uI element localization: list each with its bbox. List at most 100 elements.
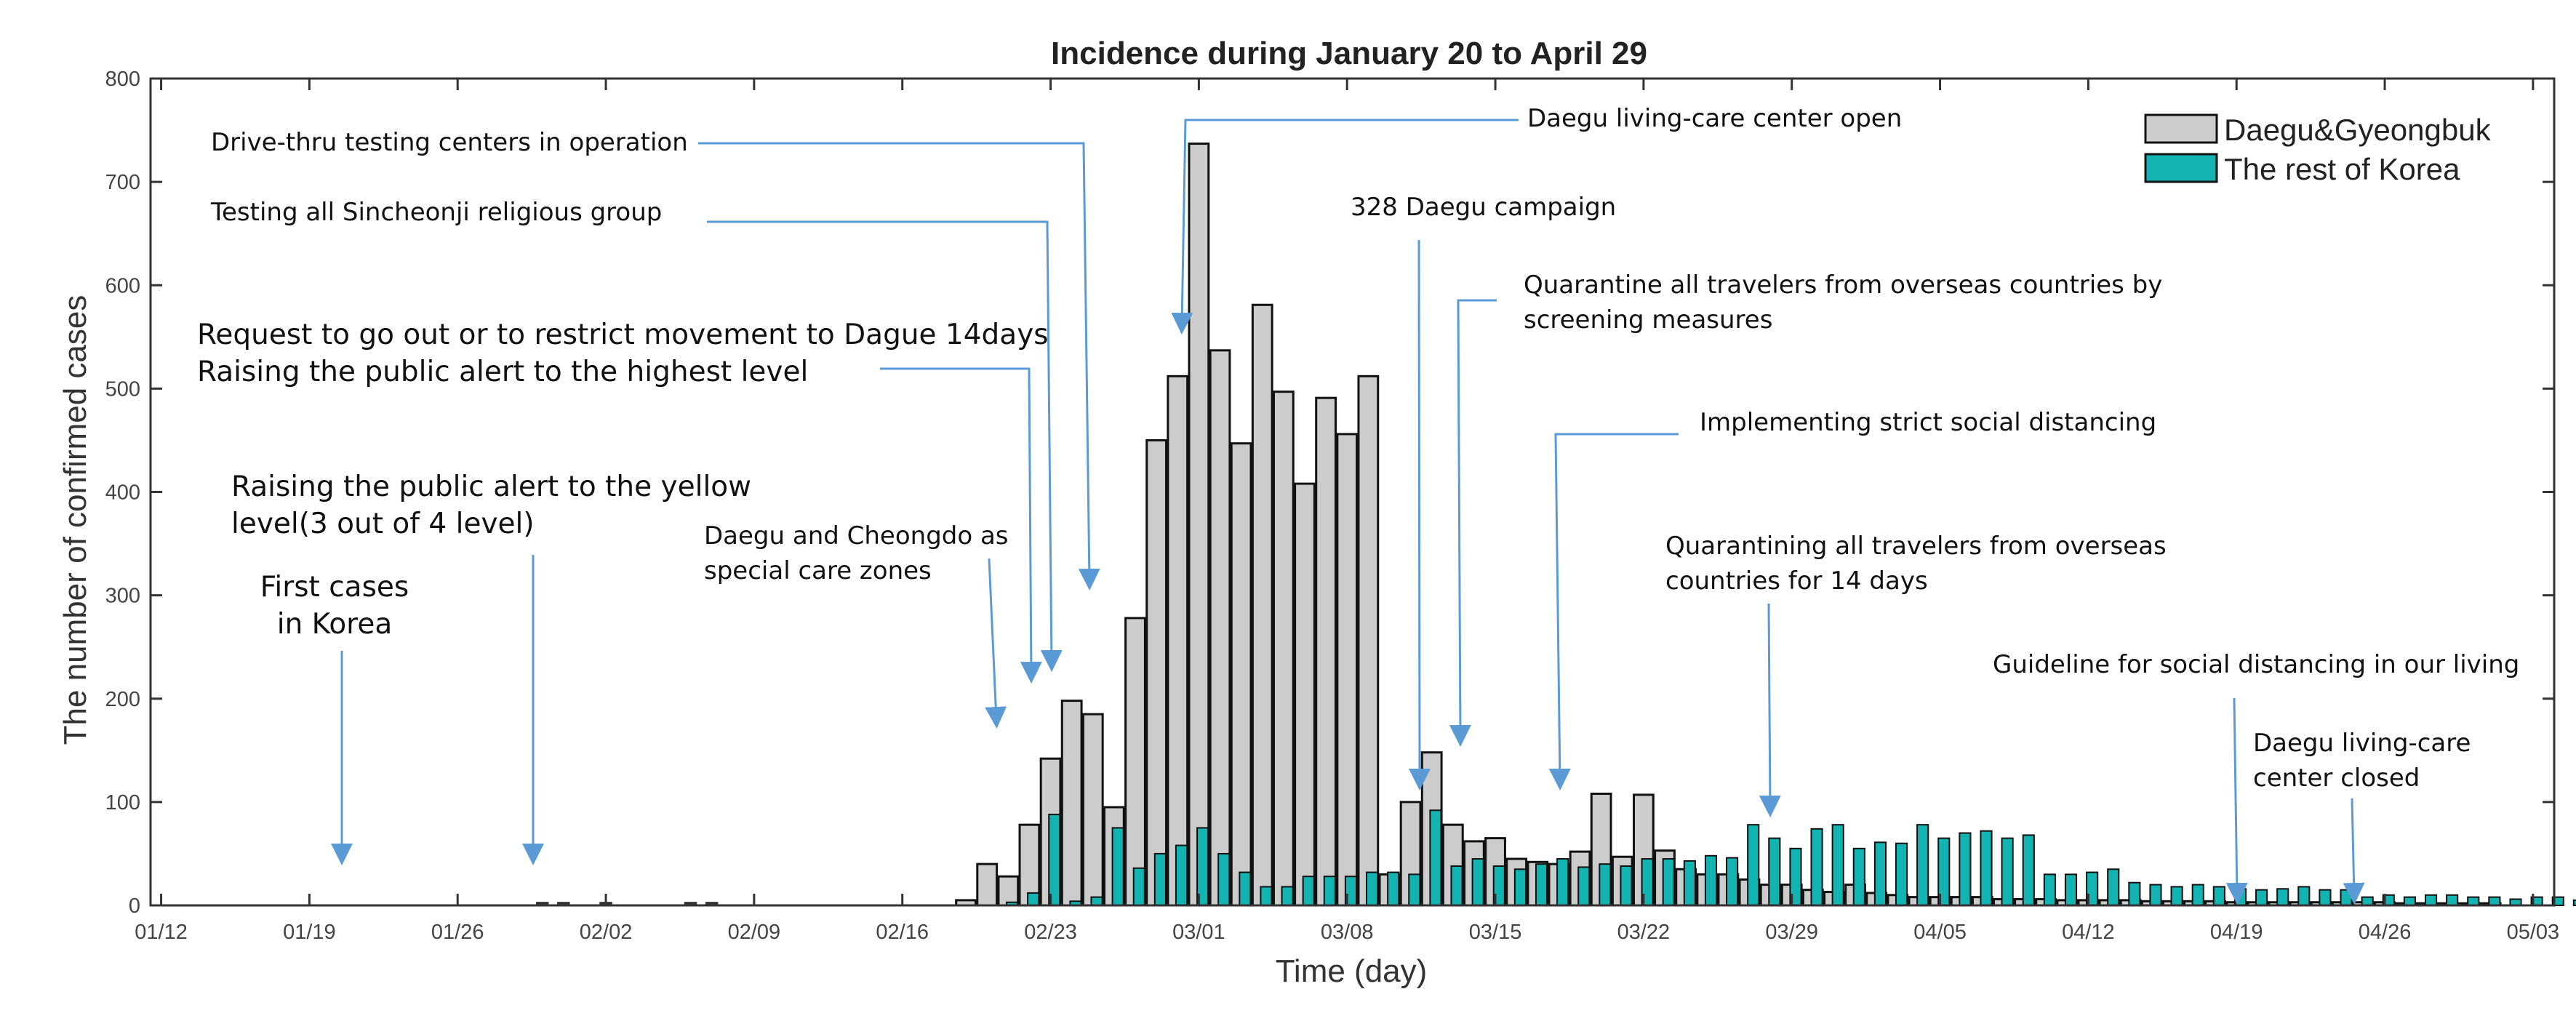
bar-rest-of-korea — [1471, 858, 1484, 906]
annotation-arrow — [1759, 603, 1781, 817]
annotation: Daegu living-care center open — [1171, 104, 1902, 335]
bar-rest-of-korea — [1217, 852, 1231, 906]
bar-rest-of-korea — [2128, 881, 2141, 907]
annotation-text: 328 Daegu campaign — [1351, 193, 1616, 222]
y-tick-label: 600 — [105, 274, 140, 297]
annotation-arrow — [880, 367, 1042, 684]
bar-rest-of-korea — [1260, 886, 1273, 906]
bar-rest-of-korea — [1895, 842, 1908, 906]
bar-daegu-gyeongbuk — [1272, 391, 1295, 907]
bar-rest-of-korea — [1768, 837, 1781, 907]
bar-rest-of-korea — [1429, 809, 1442, 906]
bar-rest-of-korea — [1620, 865, 1633, 907]
annotation-text: center closed — [2253, 764, 2420, 793]
bar-rest-of-korea — [1704, 854, 1718, 907]
bar-daegu-gyeongbuk — [1294, 482, 1316, 907]
bar-rest-of-korea — [1048, 813, 1061, 907]
chart-title: Incidence during January 20 to April 29 — [1051, 36, 1647, 71]
bar-rest-of-korea — [1132, 867, 1145, 906]
annotation: 328 Daegu campaign — [1351, 193, 1616, 790]
annotation-arrow — [2343, 798, 2365, 905]
bar-rest-of-korea — [1873, 841, 1887, 906]
bar-rest-of-korea — [1916, 824, 1929, 906]
bar-rest-of-korea — [2043, 873, 2056, 907]
bar-early-case — [557, 902, 570, 905]
annotation-text: First cases — [260, 571, 409, 604]
bar-daegu-gyeongbuk — [1251, 303, 1273, 907]
bar-rest-of-korea — [2107, 868, 2120, 906]
bar-rest-of-korea — [1810, 828, 1823, 907]
annotation: Guideline for social distancing in our l… — [1993, 650, 2519, 905]
annotation: Daegu living-care center closed — [2253, 729, 2471, 905]
bar-rest-of-korea — [1959, 832, 1972, 906]
x-tick-label: 01/26 — [431, 921, 484, 944]
x-tick-label: 01/12 — [135, 921, 188, 944]
annotation: Quarantine all travelers from overseas c… — [1449, 271, 2162, 747]
bar-rest-of-korea — [2446, 894, 2459, 906]
annotation-arrow — [1449, 299, 1497, 747]
annotation-text: screening measures — [1524, 305, 1772, 335]
bar-rest-of-korea — [2297, 886, 2311, 906]
annotation-text: level(3 out of 4 level) — [231, 508, 535, 540]
bar-daegu-gyeongbuk — [1230, 442, 1252, 907]
bar-daegu-gyeongbuk — [997, 875, 1020, 907]
bar-daegu-gyeongbuk — [1357, 375, 1380, 907]
annotation-text: special care zones — [704, 556, 932, 585]
bar-rest-of-korea — [2467, 896, 2480, 907]
bar-rest-of-korea — [2212, 886, 2225, 906]
bar-rest-of-korea — [1980, 830, 1993, 907]
bar-rest-of-korea — [1027, 892, 1040, 906]
bar-rest-of-korea — [2361, 896, 2374, 907]
annotation-text: Testing all Sincheonji religious group — [210, 198, 662, 227]
bar-daegu-gyeongbuk — [1315, 396, 1337, 907]
bar-rest-of-korea — [2572, 899, 2576, 907]
x-tick-label: 01/19 — [283, 921, 336, 944]
annotation-text: Quarantining all travelers from overseas — [1665, 532, 2167, 561]
annotation-text: Guideline for social distancing in our l… — [1993, 650, 2519, 679]
x-tick-label: 03/15 — [1469, 921, 1522, 944]
legend-swatch-daegu — [2144, 113, 2218, 144]
bar-rest-of-korea — [2276, 888, 2289, 907]
bar-rest-of-korea — [2340, 889, 2353, 907]
bar-rest-of-korea — [1831, 824, 1844, 906]
bar-rest-of-korea — [2255, 889, 2268, 907]
annotation: Drive-thru testing centers in operation — [211, 128, 1100, 590]
bar-rest-of-korea — [1111, 827, 1124, 906]
x-tick-label: 02/23 — [1024, 921, 1077, 944]
annotation-text: Daegu living-care center open — [1527, 104, 1902, 133]
legend: Daegu&Gyeongbuk The rest of Korea — [2144, 113, 2492, 186]
annotation-arrow — [1408, 239, 1431, 790]
bar-early-case — [535, 902, 549, 905]
bar-rest-of-korea — [1513, 868, 1527, 906]
y-axis-label: The number of confirmed cases — [57, 295, 93, 745]
bar-rest-of-korea — [1408, 873, 1421, 907]
bar-daegu-gyeongbuk — [1081, 713, 1104, 907]
x-tick-label: 03/29 — [1765, 921, 1818, 944]
annotation-text: in Korea — [277, 608, 393, 641]
x-tick-label: 03/22 — [1617, 921, 1671, 944]
bar-rest-of-korea — [1747, 824, 1760, 906]
bar-rest-of-korea — [1387, 871, 1400, 907]
bar-rest-of-korea — [2319, 889, 2332, 907]
annotation-text: Daegu and Cheongdo as — [704, 521, 1009, 550]
bar-daegu-gyeongbuk — [1124, 617, 1146, 907]
bar-rest-of-korea — [2064, 873, 2078, 907]
axes-layer: 0 100 200 300 400 500 600 700 800 01/12 01/19 01/26… — [105, 68, 2560, 944]
x-tick-label: 04/19 — [2210, 921, 2263, 944]
x-tick-label: 04/05 — [1913, 921, 1967, 944]
bar-rest-of-korea — [1302, 876, 1315, 906]
y-tick-label: 700 — [105, 171, 140, 194]
legend-swatch-rest — [2144, 153, 2218, 183]
x-tick-label: 03/01 — [1172, 921, 1225, 944]
annotation-text: Request to go out or to restrict movemen… — [197, 319, 1049, 351]
x-tick-label: 04/12 — [2062, 921, 2115, 944]
annotation: Implementing strict social distancing — [1548, 408, 2156, 790]
legend-label-daegu: Daegu&Gyeongbuk — [2224, 113, 2492, 147]
bar-rest-of-korea — [1852, 847, 1865, 907]
bar-rest-of-korea — [1726, 857, 1739, 907]
y-tick-label: 300 — [105, 585, 140, 608]
bar-daegu-gyeongbuk — [1167, 375, 1189, 907]
annotation-arrow — [2225, 697, 2248, 905]
legend-label-rest: The rest of Korea — [2224, 152, 2460, 186]
